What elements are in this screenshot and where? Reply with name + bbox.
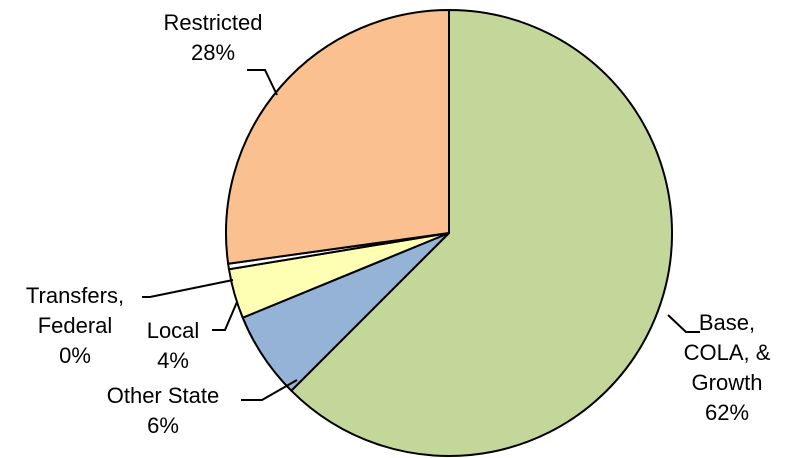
slice-name-label: COLA, & — [684, 340, 771, 365]
slice-name-label: Restricted — [163, 10, 262, 35]
slice-label-1: Other State 6% — [107, 383, 220, 438]
leader-lines — [142, 69, 700, 401]
pie-slice-4 — [225, 9, 450, 265]
slice-name-label: Federal — [38, 313, 113, 338]
slice-label-3: Transfers, Federal 0% — [26, 283, 124, 368]
leader-line-4 — [247, 69, 278, 96]
slice-name-label: Base, — [699, 310, 755, 335]
leader-line-2 — [212, 301, 238, 331]
slice-label-4: Restricted 28% — [163, 10, 262, 65]
slice-name-label: Transfers, — [26, 283, 124, 308]
slice-name-label: Growth — [692, 370, 763, 395]
pie-slice-0 — [290, 9, 673, 457]
pie-slices — [225, 9, 673, 457]
slice-percent-label: 0% — [59, 343, 91, 368]
slice-label-2: Local 4% — [147, 318, 200, 373]
leader-line-3 — [142, 279, 234, 298]
slice-name-label: Local — [147, 318, 200, 343]
leader-line-1 — [241, 379, 298, 401]
slice-name-label: Other State — [107, 383, 220, 408]
slice-percent-label: 4% — [157, 348, 189, 373]
slice-labels: Base, COLA, & Growth 62% Other State 6% Local 4… — [26, 10, 771, 438]
slice-percent-label: 62% — [705, 400, 749, 425]
slice-percent-label: 6% — [147, 413, 179, 438]
slice-percent-label: 28% — [191, 40, 235, 65]
leader-line-0 — [667, 314, 700, 333]
slice-label-0: Base, COLA, & Growth 62% — [684, 310, 771, 425]
